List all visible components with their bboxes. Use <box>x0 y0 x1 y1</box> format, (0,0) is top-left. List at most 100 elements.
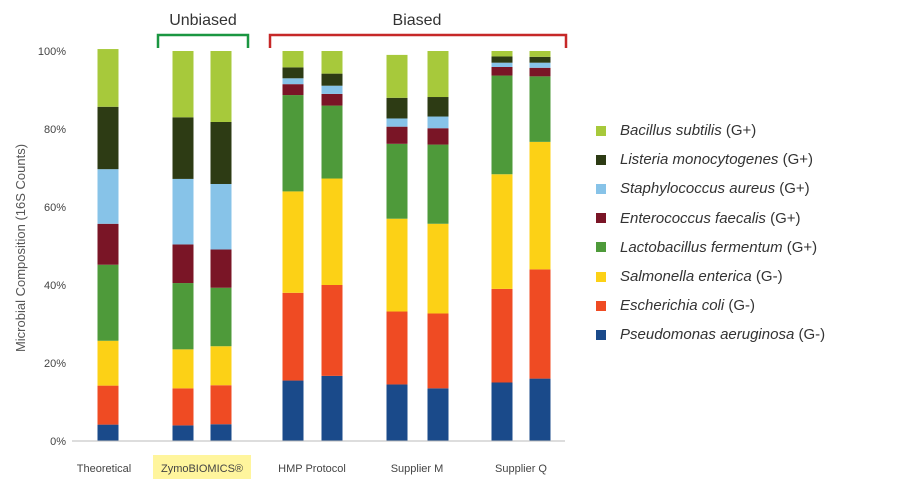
y-tick-label: 100% <box>38 46 66 58</box>
legend-gram-tag: (G-) <box>724 297 756 315</box>
bar-segment <box>491 51 513 57</box>
legend-swatch <box>596 271 606 282</box>
group-label: Unbiased <box>169 12 237 29</box>
legend-swatch <box>596 242 606 253</box>
bar-segment <box>210 346 232 386</box>
bar-segment <box>210 385 232 425</box>
bar-segment <box>529 269 551 379</box>
bar-segment <box>321 105 343 179</box>
bar-segment <box>172 388 194 426</box>
legend-item: Staphylococcus aureus (G+) <box>596 174 896 203</box>
legend-gram-tag: (G+) <box>721 122 757 140</box>
bar-segment <box>172 178 194 245</box>
x-category-label: ZymoBIOMICS® <box>161 463 243 475</box>
legend-species-name: Pseudomonas aeruginosa <box>620 326 795 344</box>
bar-segment <box>427 128 449 145</box>
bar-segment <box>97 49 119 107</box>
bar-segment <box>386 218 408 312</box>
legend-gram-tag: (G+) <box>765 209 801 227</box>
bar-segment <box>529 141 551 270</box>
bar-segment <box>321 85 343 94</box>
bar-segment <box>210 424 232 441</box>
legend-species-name: Escherichia coli <box>620 297 725 315</box>
bar-segment <box>491 62 513 67</box>
bar-segment <box>529 62 551 68</box>
group-bracket <box>156 33 250 48</box>
legend-species-name: Lactobacillus fermentum <box>620 238 783 256</box>
bar-segment <box>282 380 304 441</box>
y-tick-label: 20% <box>44 358 66 370</box>
bar-segment <box>321 285 343 376</box>
bar-segment <box>491 288 513 383</box>
bar-segment <box>97 340 119 386</box>
legend-item: Bacillus subtilis (G+) <box>596 116 896 145</box>
bar-segment <box>210 287 232 347</box>
legend-swatch <box>596 300 606 311</box>
bar-segment <box>172 244 194 284</box>
legend-swatch <box>596 154 606 165</box>
legend-gram-tag: (G-) <box>751 268 783 286</box>
bar-segment <box>282 191 304 293</box>
bar-segment <box>491 174 513 289</box>
legend-gram-tag: (G-) <box>794 326 826 344</box>
bar-segment <box>97 424 119 441</box>
group-label: Biased <box>393 12 442 29</box>
bar-segment <box>427 51 449 98</box>
bar-segment <box>529 51 551 57</box>
bar-segment <box>427 388 449 441</box>
bar-segment <box>386 118 408 127</box>
legend-gram-tag: (G+) <box>775 180 810 198</box>
bar-segment <box>491 75 513 175</box>
bar-segment <box>386 311 408 385</box>
bar-segment <box>321 73 343 86</box>
legend-gram-tag: (G+) <box>782 238 818 256</box>
bar-segment <box>97 223 119 265</box>
legend-swatch <box>596 329 606 340</box>
bar-segment <box>97 106 119 170</box>
bar-segment <box>97 264 119 341</box>
legend-species-name: Salmonella enterica <box>620 268 752 286</box>
bar-segment <box>321 93 343 106</box>
legend-item: Enterococcus faecalis (G+) <box>596 204 896 233</box>
bar-segment <box>427 144 449 224</box>
bar-segment <box>529 76 551 142</box>
bar-segment <box>172 51 194 118</box>
bar-segment <box>427 223 449 314</box>
x-category-label: Supplier Q <box>495 463 547 475</box>
legend-item: Salmonella enterica (G-) <box>596 262 896 291</box>
bar-segment <box>210 183 232 250</box>
bar-segment <box>529 67 551 77</box>
bar-segment <box>491 56 513 63</box>
legend-gram-tag: (G+) <box>778 151 814 169</box>
legend-species-name: Enterococcus faecalis <box>620 209 766 227</box>
bar-segment <box>491 382 513 441</box>
y-tick-label: 0% <box>50 436 66 448</box>
legend-species-name: Staphylococcus aureus <box>620 180 776 198</box>
bar-segment <box>97 385 119 425</box>
bar-segment <box>210 249 232 288</box>
bar-segment <box>386 54 408 98</box>
legend: Bacillus subtilis (G+) Listeria monocytog… <box>596 116 896 350</box>
legend-item: Pseudomonas aeruginosa (G-) <box>596 320 896 349</box>
bar-segment <box>282 84 304 96</box>
legend-item: Lactobacillus fermentum (G+) <box>596 233 896 262</box>
x-category-label: Supplier M <box>391 463 444 475</box>
bar-segment <box>172 349 194 389</box>
legend-swatch <box>596 183 606 194</box>
bar-segment <box>172 425 194 441</box>
bar-segment <box>386 143 408 219</box>
bar-segment <box>529 378 551 441</box>
bar-segment <box>282 292 304 381</box>
bar-segment <box>427 97 449 117</box>
bar-segment <box>491 66 513 76</box>
group-bracket <box>268 33 568 48</box>
bar-segment <box>282 78 304 85</box>
bar-segment <box>321 51 343 74</box>
legend-swatch <box>596 213 606 224</box>
y-tick-label: 40% <box>44 280 66 292</box>
x-category-label: Theoretical <box>77 463 131 475</box>
y-tick-label: 60% <box>44 202 66 214</box>
bar-segment <box>210 121 232 184</box>
bar-segment <box>210 51 232 122</box>
